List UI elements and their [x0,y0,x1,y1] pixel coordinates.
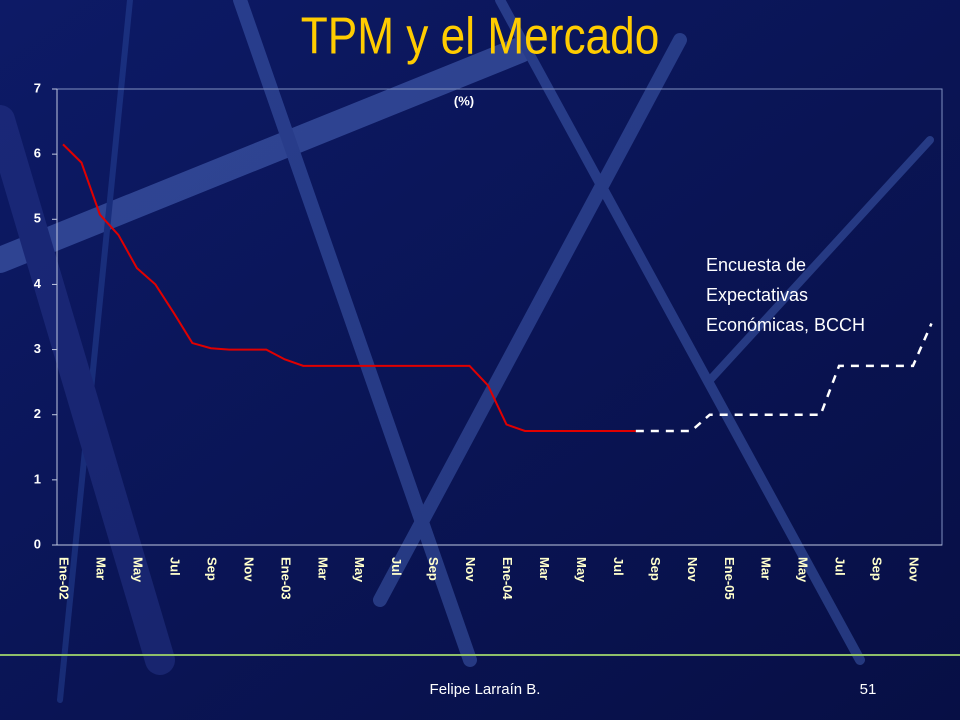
x-tick-label: May [130,557,145,583]
x-tick-label: May [574,557,589,583]
x-tick-label: Nov [241,557,256,582]
x-tick-label: Jul [833,557,848,576]
x-tick-label: Sep [870,557,885,581]
x-tick-label: Jul [167,557,182,576]
y-tick-label: 6 [34,146,41,161]
x-tick-label: Mar [759,557,774,580]
x-tick-label: Ene-05 [722,557,737,600]
decor [0,0,934,703]
x-tick-label: May [352,557,367,583]
y-tick-label: 0 [34,536,41,551]
x-tick-label: Sep [204,557,219,581]
y-tick-label: 5 [34,211,41,226]
chart-title: TPM y el Mercado [301,7,660,65]
annotation: Expectativas [706,285,808,305]
annotation: Encuesta de [706,255,806,275]
y-tick-label: 4 [34,276,42,291]
y-axis-label: (%) [454,93,474,108]
x-tick-label: Jul [389,557,404,576]
x-tick-label: Ene-03 [278,557,293,600]
x-tick-label: Ene-04 [500,557,515,600]
x-tick-label: Nov [463,557,478,582]
x-tick-label: Sep [648,557,663,581]
x-tick-label: Ene-02 [57,557,72,600]
x-tick-label: Mar [315,557,330,580]
x-tick-label: Mar [94,557,109,580]
x-tick-label: Nov [907,557,922,582]
x-tick-label: May [796,557,811,583]
x-tick-label: Jul [611,557,626,576]
page-number: 51 [860,681,877,698]
y-tick-label: 2 [34,406,41,421]
y-tick-label: 3 [34,341,41,356]
series-line [62,143,636,432]
annotation: Económicas, BCCH [706,315,865,335]
y-tick-label: 1 [34,471,41,486]
x-tick-label: Nov [685,557,700,582]
y-tick-label: 7 [34,80,41,95]
x-tick-label: Sep [426,557,441,581]
footer-author: Felipe Larraín B. [430,681,541,698]
x-tick-label: Mar [537,557,552,580]
series-line [635,323,933,433]
